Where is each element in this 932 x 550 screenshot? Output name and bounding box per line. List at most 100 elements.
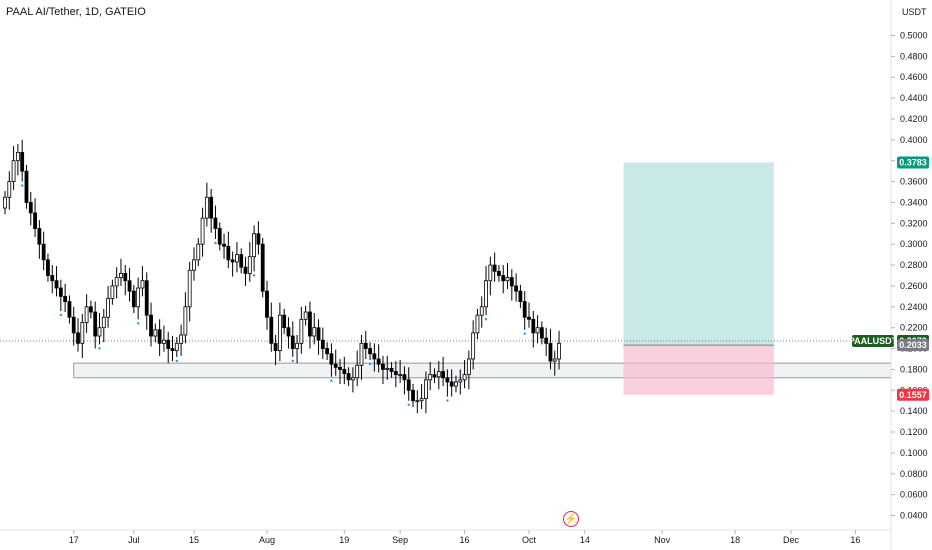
candle [84, 306, 89, 323]
candle [368, 348, 372, 355]
candle [153, 329, 158, 337]
candle [80, 322, 85, 344]
candle [350, 377, 355, 381]
marker-dot [484, 317, 488, 321]
candle [488, 264, 493, 282]
candle [320, 339, 325, 349]
candle [441, 371, 445, 379]
candle [411, 389, 415, 402]
position-zones [0, 162, 892, 395]
candle [475, 314, 480, 334]
candle [15, 151, 20, 162]
candle [363, 342, 368, 349]
marker-dot [98, 347, 101, 350]
y-tick-label: 0.0800 [900, 469, 928, 479]
candle [290, 335, 295, 349]
candle [131, 290, 136, 308]
y-tick-label: 0.4200 [900, 114, 928, 124]
candle [548, 342, 553, 362]
candle [338, 366, 342, 370]
x-tick-label: Aug [259, 535, 275, 545]
candle [479, 306, 484, 316]
candle [273, 342, 278, 352]
candle [398, 374, 403, 377]
candle [325, 348, 330, 355]
candle [166, 339, 171, 349]
candle [497, 270, 501, 276]
marker-dot [214, 241, 217, 245]
y-tick-label: 0.5000 [900, 31, 928, 41]
candle [93, 311, 98, 337]
lightning-icon[interactable]: ⚡ [563, 511, 579, 527]
y-tick-label: 0.1400 [900, 406, 928, 416]
candle [552, 358, 557, 362]
target-price-tag: 0.3783 [899, 157, 927, 167]
candle [509, 277, 514, 287]
candle [484, 280, 488, 308]
candle [157, 329, 162, 344]
y-tick-label: 0.0600 [900, 490, 928, 500]
marker-dot [136, 322, 140, 325]
x-tick-label: Jul [128, 535, 140, 545]
candle [11, 160, 16, 182]
candle [428, 374, 433, 381]
y-tick-label: 0.2600 [900, 281, 928, 291]
y-tick-label: 0.4600 [900, 72, 928, 82]
candle [54, 280, 59, 289]
candle [286, 327, 291, 337]
candle [522, 301, 527, 318]
y-tick-label: 0.2800 [900, 260, 928, 270]
marker-dot [330, 379, 333, 382]
candle [449, 381, 454, 387]
candle [265, 290, 269, 318]
candle [114, 277, 119, 287]
y-tick-label: 0.1200 [900, 427, 928, 437]
y-tick-label: 0.4400 [900, 93, 928, 103]
candle [187, 269, 192, 308]
y-tick-label: 0.3400 [900, 197, 928, 207]
candle [312, 327, 317, 337]
candle [527, 316, 531, 320]
candle [535, 327, 540, 334]
candle [63, 295, 68, 302]
y-tick-label: 0.3000 [900, 239, 928, 249]
candle [179, 334, 183, 344]
y-tick-label: 0.1000 [900, 448, 928, 458]
loss-zone [623, 345, 774, 395]
candle [50, 275, 55, 282]
y-tick-label: 0.1800 [900, 364, 928, 374]
y-tick-label: 0.3200 [900, 218, 928, 228]
candle [222, 243, 226, 247]
marker-dot [175, 359, 178, 363]
candle [101, 316, 106, 329]
candle [162, 339, 166, 344]
candle [544, 337, 549, 344]
profit-zone [623, 162, 774, 346]
candle [123, 273, 128, 282]
candle [406, 379, 411, 391]
candle [58, 287, 63, 297]
entry-price-tag-bg [897, 339, 929, 352]
candle [381, 363, 385, 370]
candle [419, 398, 424, 402]
x-tick-label: 16 [850, 535, 860, 545]
candle [256, 233, 261, 245]
candle [28, 202, 33, 214]
candle [333, 363, 338, 368]
candle [415, 400, 420, 403]
candle [445, 377, 450, 383]
x-tick-label: 16 [460, 535, 470, 545]
marker-dot [407, 403, 410, 406]
candle [389, 367, 394, 372]
candle [518, 290, 523, 302]
candle [226, 245, 231, 261]
candle [466, 358, 471, 376]
marker-dot [291, 359, 294, 363]
x-tick-label: 19 [339, 535, 349, 545]
candle [33, 212, 37, 229]
candle [277, 314, 282, 352]
x-tick-label: 17 [69, 535, 79, 545]
candle [200, 217, 205, 245]
